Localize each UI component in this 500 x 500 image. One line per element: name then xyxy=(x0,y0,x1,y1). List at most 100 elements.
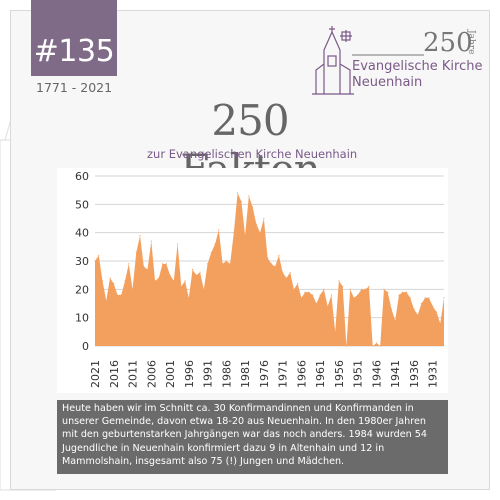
data-point xyxy=(300,297,302,299)
x-tick-label: 1996 xyxy=(183,360,196,388)
data-point xyxy=(259,232,261,234)
y-tick-label: 20 xyxy=(75,283,89,296)
data-point xyxy=(206,263,209,265)
data-point xyxy=(304,291,306,293)
data-point xyxy=(184,280,186,282)
data-point xyxy=(409,297,411,299)
data-point xyxy=(233,232,235,234)
data-point xyxy=(278,254,280,256)
data-point xyxy=(176,243,179,245)
data-point xyxy=(98,254,100,256)
x-tick-label: 1946 xyxy=(370,360,383,388)
fact-number-badge: #135 xyxy=(31,0,117,76)
logo-divider xyxy=(352,54,424,56)
data-point xyxy=(158,277,160,279)
data-point xyxy=(308,291,310,293)
data-point xyxy=(375,342,378,344)
data-point xyxy=(252,206,254,208)
data-point xyxy=(267,257,269,259)
data-point xyxy=(225,260,227,262)
data-point xyxy=(390,308,393,310)
data-point xyxy=(105,300,107,302)
data-point xyxy=(338,280,340,282)
data-point xyxy=(405,291,408,293)
x-tick-label: 2016 xyxy=(108,360,121,388)
data-point xyxy=(143,266,145,268)
data-point xyxy=(417,314,419,316)
data-point xyxy=(349,288,351,290)
logo-number: 250 xyxy=(423,28,473,58)
data-point xyxy=(289,271,291,273)
data-point xyxy=(270,263,272,265)
data-point xyxy=(221,263,224,265)
x-tick-label: 2006 xyxy=(145,360,158,388)
church-icon xyxy=(312,26,354,95)
data-point xyxy=(218,229,220,231)
data-point xyxy=(398,294,400,296)
data-point xyxy=(154,280,156,282)
data-point xyxy=(387,291,389,293)
data-point xyxy=(368,285,370,288)
data-point xyxy=(323,288,325,290)
logo-church-name: Evangelische Kirche xyxy=(352,59,483,74)
data-point xyxy=(342,285,344,288)
data-point xyxy=(327,305,329,307)
x-tick-label: 1956 xyxy=(333,360,346,388)
data-point xyxy=(285,277,287,279)
x-tick-label: 1976 xyxy=(258,360,271,388)
data-point xyxy=(424,297,426,299)
x-tick-label: 2021 xyxy=(89,360,102,388)
x-tick-label: 1986 xyxy=(220,360,233,388)
data-point xyxy=(191,268,194,271)
data-point xyxy=(195,274,197,276)
data-point xyxy=(173,280,175,282)
data-point xyxy=(124,280,126,282)
data-point xyxy=(113,283,115,285)
data-point xyxy=(248,195,250,197)
data-point xyxy=(131,288,134,290)
data-point xyxy=(297,283,299,285)
x-tick-label: 2011 xyxy=(127,360,140,388)
data-point xyxy=(240,200,242,203)
y-tick-label: 10 xyxy=(75,312,89,325)
data-point xyxy=(315,302,318,305)
data-point xyxy=(428,297,430,299)
data-point xyxy=(413,308,415,310)
data-point xyxy=(282,271,284,273)
confirmands-area-chart: 0 10 20 30 40 50 60 2021 2016 2011 2006 2001 1996 199… xyxy=(75,170,445,388)
data-point xyxy=(379,345,381,347)
data-point xyxy=(199,271,201,273)
data-point xyxy=(139,234,141,237)
info-text: Heute haben wir im Schnitt ca. 30 Konfir… xyxy=(62,403,427,467)
x-tick-label: 1966 xyxy=(295,360,308,388)
data-point xyxy=(330,294,333,296)
data-point xyxy=(263,217,265,220)
data-point xyxy=(420,302,423,305)
logo-location: Neuenhain xyxy=(352,75,423,90)
x-tick-label: 1941 xyxy=(389,360,402,388)
data-point xyxy=(169,274,171,276)
area-series xyxy=(95,193,444,346)
data-point xyxy=(402,291,404,293)
x-tick-label: 1961 xyxy=(314,360,327,388)
data-point xyxy=(345,345,348,347)
data-point xyxy=(229,263,231,265)
y-tick-label: 60 xyxy=(75,170,89,183)
x-tick-label: 1936 xyxy=(408,360,421,388)
data-point xyxy=(180,285,182,288)
data-point xyxy=(128,263,130,265)
chart-container: 0 10 20 30 40 50 60 2021 2016 2011 2006 2001 1996 199… xyxy=(57,168,448,393)
data-point xyxy=(150,240,152,242)
x-tick-label: 1991 xyxy=(202,360,215,388)
data-point xyxy=(319,294,321,296)
y-tick-label: 50 xyxy=(75,198,89,211)
data-point xyxy=(364,288,366,290)
x-tick-label: 1971 xyxy=(277,360,290,388)
data-point xyxy=(135,251,137,254)
data-point xyxy=(203,288,205,290)
data-point xyxy=(353,297,355,299)
data-point xyxy=(237,192,239,194)
y-tick-label: 30 xyxy=(75,255,89,268)
y-tick-label: 40 xyxy=(75,227,89,240)
